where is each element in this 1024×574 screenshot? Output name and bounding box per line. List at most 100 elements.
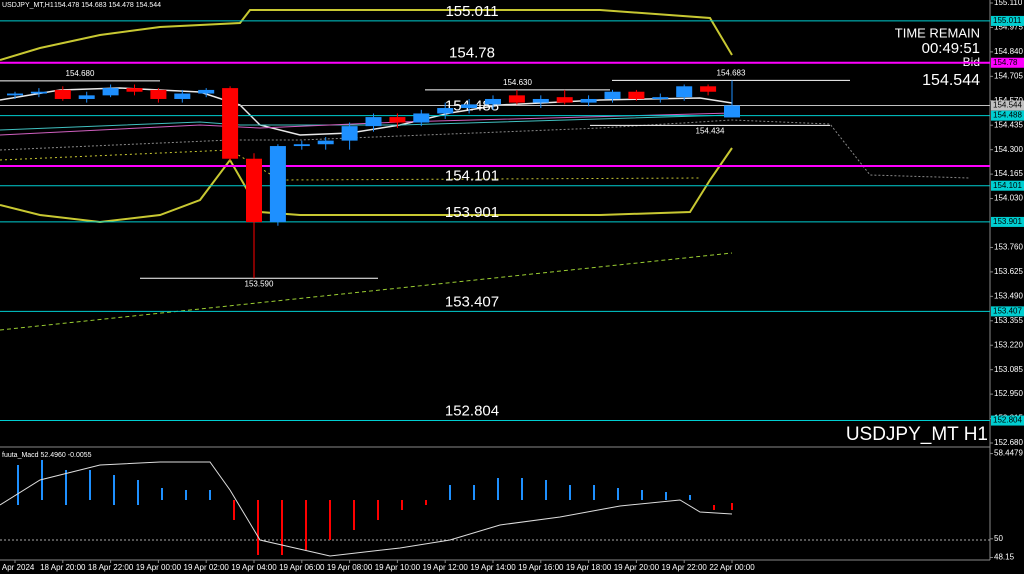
indicator-tick-label: 48.15 <box>994 553 1015 562</box>
level-tag-label: 154.101 <box>993 181 1022 190</box>
candle-body <box>198 89 215 94</box>
y-tick-label: 152.680 <box>994 438 1023 447</box>
level-label: 153.407 <box>445 293 499 310</box>
macd-histogram <box>17 460 691 505</box>
price-marker-label: 154.683 <box>717 68 746 77</box>
candle-body <box>126 88 143 92</box>
indicator-label: fuuta_Macd 52.4960 -0.0055 <box>2 452 92 459</box>
macd-signal <box>0 461 733 557</box>
candle-body <box>293 144 310 147</box>
candle-body <box>7 93 23 96</box>
x-tick-label: 8 Apr 2024 <box>0 563 35 572</box>
level-label: 154.78 <box>449 45 495 62</box>
candle-body <box>724 105 740 118</box>
indicator-tick-label: 50 <box>994 534 1003 543</box>
level-tag <box>991 180 1024 191</box>
y-tick-label: 152.950 <box>994 389 1023 398</box>
x-tick-label: 19 Apr 10:00 <box>375 563 421 572</box>
x-tick-label: 19 Apr 08:00 <box>327 563 373 572</box>
x-tick-label: 19 Apr 22:00 <box>662 563 708 572</box>
y-tick-label: 154.840 <box>994 47 1023 56</box>
candle-body <box>389 117 406 123</box>
price-marker-label: 154.434 <box>696 127 725 136</box>
candle-body <box>150 89 167 99</box>
y-tick-label: 153.760 <box>994 243 1023 252</box>
candle-body <box>508 95 525 103</box>
macd-histogram <box>233 500 733 555</box>
price-marker-label: 154.630 <box>503 78 532 87</box>
y-tick-label: 153.490 <box>994 291 1023 300</box>
ohlc: 154.478 154.683 154.478 154.544 <box>54 2 161 9</box>
watermark: USDJPY_MT H1 <box>846 424 988 445</box>
level-tag <box>991 216 1024 227</box>
level-tag-label: 154.78 <box>993 58 1018 67</box>
x-tick-label: 19 Apr 12:00 <box>423 563 469 572</box>
candle-body <box>30 91 47 94</box>
x-tick-label: 18 Apr 22:00 <box>88 563 134 572</box>
level-label: 155.011 <box>445 3 498 20</box>
y-tick-label: 154.435 <box>994 120 1023 129</box>
candle-body <box>580 98 597 103</box>
x-tick-label: 19 Apr 06:00 <box>279 563 325 572</box>
price-marker-label: 153.590 <box>245 279 274 288</box>
y-tick-label: 153.355 <box>994 316 1023 325</box>
y-tick-label: 154.165 <box>994 169 1023 178</box>
level-tag <box>991 100 1024 111</box>
candle-body <box>269 146 286 223</box>
y-tick-label: 154.030 <box>994 194 1023 203</box>
level-tag <box>991 306 1024 317</box>
x-tick-label: 19 Apr 20:00 <box>614 563 660 572</box>
candle-body <box>174 93 191 99</box>
x-tick-label: 18 Apr 20:00 <box>40 563 86 572</box>
candle-body <box>246 158 262 223</box>
timer-value: 00:49:51 <box>922 40 980 57</box>
candle-body <box>437 108 454 114</box>
candle-body <box>461 104 478 109</box>
x-tick-label: 19 Apr 16:00 <box>518 563 564 572</box>
y-tick-label: 154.975 <box>994 23 1023 32</box>
moving-average <box>0 112 733 136</box>
y-tick-label: 153.085 <box>994 365 1023 374</box>
candle-body <box>365 117 382 127</box>
candle-body <box>532 98 549 103</box>
candle-body <box>556 97 573 103</box>
candle-body <box>652 97 669 99</box>
upper-band <box>0 9 733 61</box>
level-tag-label: 155.011 <box>993 16 1022 25</box>
price-marker-label: 154.680 <box>66 69 95 78</box>
candle-body <box>604 91 621 99</box>
x-tick-label: 19 Apr 14:00 <box>470 563 516 572</box>
x-tick-label: 19 Apr 04:00 <box>231 563 277 572</box>
x-tick-label: 19 Apr 00:00 <box>136 563 182 572</box>
y-tick-label: 153.625 <box>994 267 1023 276</box>
candle-body <box>317 140 334 145</box>
candle-body <box>102 88 119 96</box>
level-label: 152.804 <box>445 403 499 420</box>
level-tag-label: 153.407 <box>993 306 1022 315</box>
y-tick-label: 154.300 <box>994 145 1023 154</box>
level-label: 154.101 <box>445 168 499 185</box>
moving-average <box>0 114 733 131</box>
x-tick-label: 22 Apr 00:00 <box>709 563 755 572</box>
level-tag-label: 153.901 <box>993 217 1022 226</box>
level-tag <box>991 110 1024 121</box>
level-tag <box>991 415 1024 426</box>
candle-body <box>676 86 693 98</box>
trend-line <box>0 252 733 331</box>
level-tag <box>991 57 1024 68</box>
candle-body <box>78 95 95 99</box>
level-tag <box>991 15 1024 26</box>
level-label: 153.901 <box>445 204 499 221</box>
candle-body <box>341 126 358 141</box>
bid-value: 154.544 <box>922 72 980 89</box>
y-tick-label: 155.110 <box>994 0 1023 7</box>
candle-body <box>413 113 430 123</box>
y-tick-label: 154.705 <box>994 71 1023 80</box>
x-tick-label: 19 Apr 02:00 <box>184 563 230 572</box>
candle-body <box>485 98 501 105</box>
candle-body <box>700 86 717 92</box>
level-tag-label: 152.804 <box>993 416 1022 425</box>
candle-body <box>222 88 239 159</box>
